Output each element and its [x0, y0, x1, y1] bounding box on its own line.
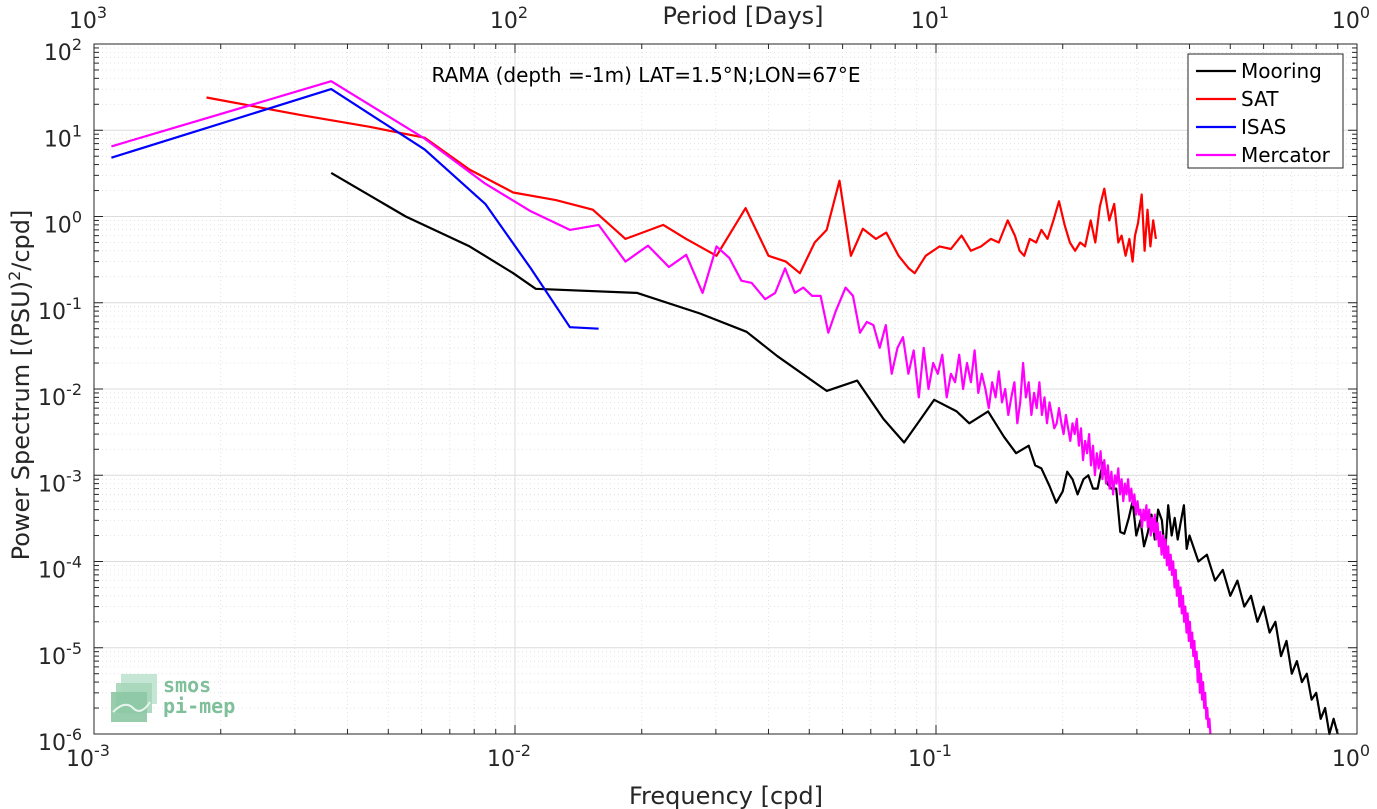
x-tick-label: 10-2: [487, 741, 531, 772]
x-tick-label-exponent: 0: [1360, 741, 1370, 760]
x-tick-label-base: 10: [487, 747, 515, 772]
top-x-tick-label: 103: [69, 3, 107, 34]
y-tick-label: 100: [44, 208, 82, 239]
legend-item-isas: ISAS: [1196, 115, 1286, 139]
x-tick-label-exponent: -3: [94, 741, 110, 760]
top-x-tick-label-base: 10: [911, 9, 939, 34]
axis-ticks: [93, 44, 1357, 735]
y-tick-label-base: 10: [38, 731, 66, 756]
top-x-tick-label-exponent: 1: [939, 3, 949, 22]
y-axis-label-sup: 2: [5, 271, 24, 281]
series-isas: [111, 87, 599, 330]
top-x-tick-label: 102: [490, 3, 528, 34]
y-tick-label-base: 10: [38, 645, 66, 670]
top-x-tick-label-exponent: 2: [518, 3, 528, 22]
x-tick-label-exponent: -1: [936, 741, 952, 760]
y-tick-label-exponent: -4: [66, 553, 82, 572]
y-tick-label: 10-4: [38, 553, 82, 584]
y-tick-label-base: 10: [44, 41, 72, 66]
y-tick-label: 10-5: [38, 639, 82, 670]
y-tick-label-base: 10: [38, 559, 66, 584]
top-x-tick-label-base: 10: [69, 9, 97, 34]
x-tick-label: 10-3: [66, 741, 110, 772]
y-axis-label-unit: /cpd]: [7, 210, 35, 271]
y-tick-label-exponent: -3: [66, 466, 82, 485]
series-line-mooring: [330, 171, 1339, 736]
legend-label: ISAS: [1241, 115, 1286, 139]
y-tick-label-base: 10: [38, 472, 66, 497]
y-tick-label-exponent: 2: [72, 35, 82, 54]
x-tick-label-base: 10: [1332, 747, 1360, 772]
y-tick-label-base: 10: [44, 214, 72, 239]
x-tick-label: 10-1: [908, 741, 952, 772]
y-tick-label-exponent: 0: [72, 208, 82, 227]
y-tick-label-base: 10: [44, 127, 72, 152]
y-tick-label-exponent: -6: [66, 725, 82, 744]
legend: Mooring SAT ISAS Mercator: [1187, 53, 1344, 169]
top-x-tick-label-base: 10: [1332, 9, 1360, 34]
chart-title: RAMA (depth =-1m) LAT=1.5°N;LON=67°E: [432, 63, 861, 87]
y-axis-label: Power Spectrum [(PSU)2/cpd]: [5, 210, 35, 561]
x-tick-label-base: 10: [66, 747, 94, 772]
y-tick-label: 101: [44, 121, 82, 152]
series-line-isas: [111, 87, 599, 330]
logo-line2: pi-mep: [163, 694, 235, 718]
y-tick-label: 102: [44, 35, 82, 66]
top-x-tick-label: 101: [911, 3, 949, 34]
legend-item-sat: SAT: [1196, 87, 1279, 111]
y-tick-label-exponent: -1: [66, 294, 82, 313]
logo-icon: [111, 674, 157, 722]
y-tick-label: 10-6: [38, 725, 82, 756]
legend-label: Mooring: [1241, 59, 1322, 83]
top-x-tick-label-base: 10: [490, 9, 518, 34]
series-sat: [206, 96, 1157, 275]
major-grid: [93, 44, 1357, 735]
y-tick-label-exponent: -5: [66, 639, 82, 658]
smos-pi-mep-logo: smos pi-mep: [111, 673, 235, 722]
legend-box: [1187, 53, 1344, 169]
legend-item-mercator: Mercator: [1196, 143, 1331, 167]
top-x-axis-label: Period [Days]: [662, 2, 823, 30]
x-tick-label-base: 10: [908, 747, 936, 772]
y-axis-label-main: Power Spectrum [(PSU): [7, 281, 35, 560]
legend-label: Mercator: [1241, 143, 1331, 167]
series-layer: [111, 80, 1339, 736]
logo-line1: smos: [163, 673, 211, 697]
y-tick-label-base: 10: [38, 386, 66, 411]
x-tick-label: 100: [1332, 741, 1370, 772]
y-tick-label: 10-2: [38, 380, 82, 411]
series-mercator: [111, 80, 1212, 735]
series-mooring: [330, 171, 1339, 736]
top-x-tick-label-exponent: 3: [97, 3, 107, 22]
x-tick-label-exponent: -2: [515, 741, 531, 760]
y-tick-label-exponent: 1: [72, 121, 82, 140]
x-axis-label: Frequency [cpd]: [629, 782, 823, 809]
series-line-mercator: [111, 80, 1212, 735]
top-x-tick-label: 100: [1332, 3, 1370, 34]
y-tick-label: 10-1: [38, 294, 82, 325]
legend-item-mooring: Mooring: [1196, 59, 1322, 83]
legend-label: SAT: [1241, 87, 1279, 111]
top-x-tick-label-exponent: 0: [1360, 3, 1370, 22]
y-tick-label-base: 10: [38, 300, 66, 325]
y-tick-label-exponent: -2: [66, 380, 82, 399]
y-tick-label: 10-3: [38, 466, 82, 497]
series-line-sat: [206, 96, 1157, 275]
